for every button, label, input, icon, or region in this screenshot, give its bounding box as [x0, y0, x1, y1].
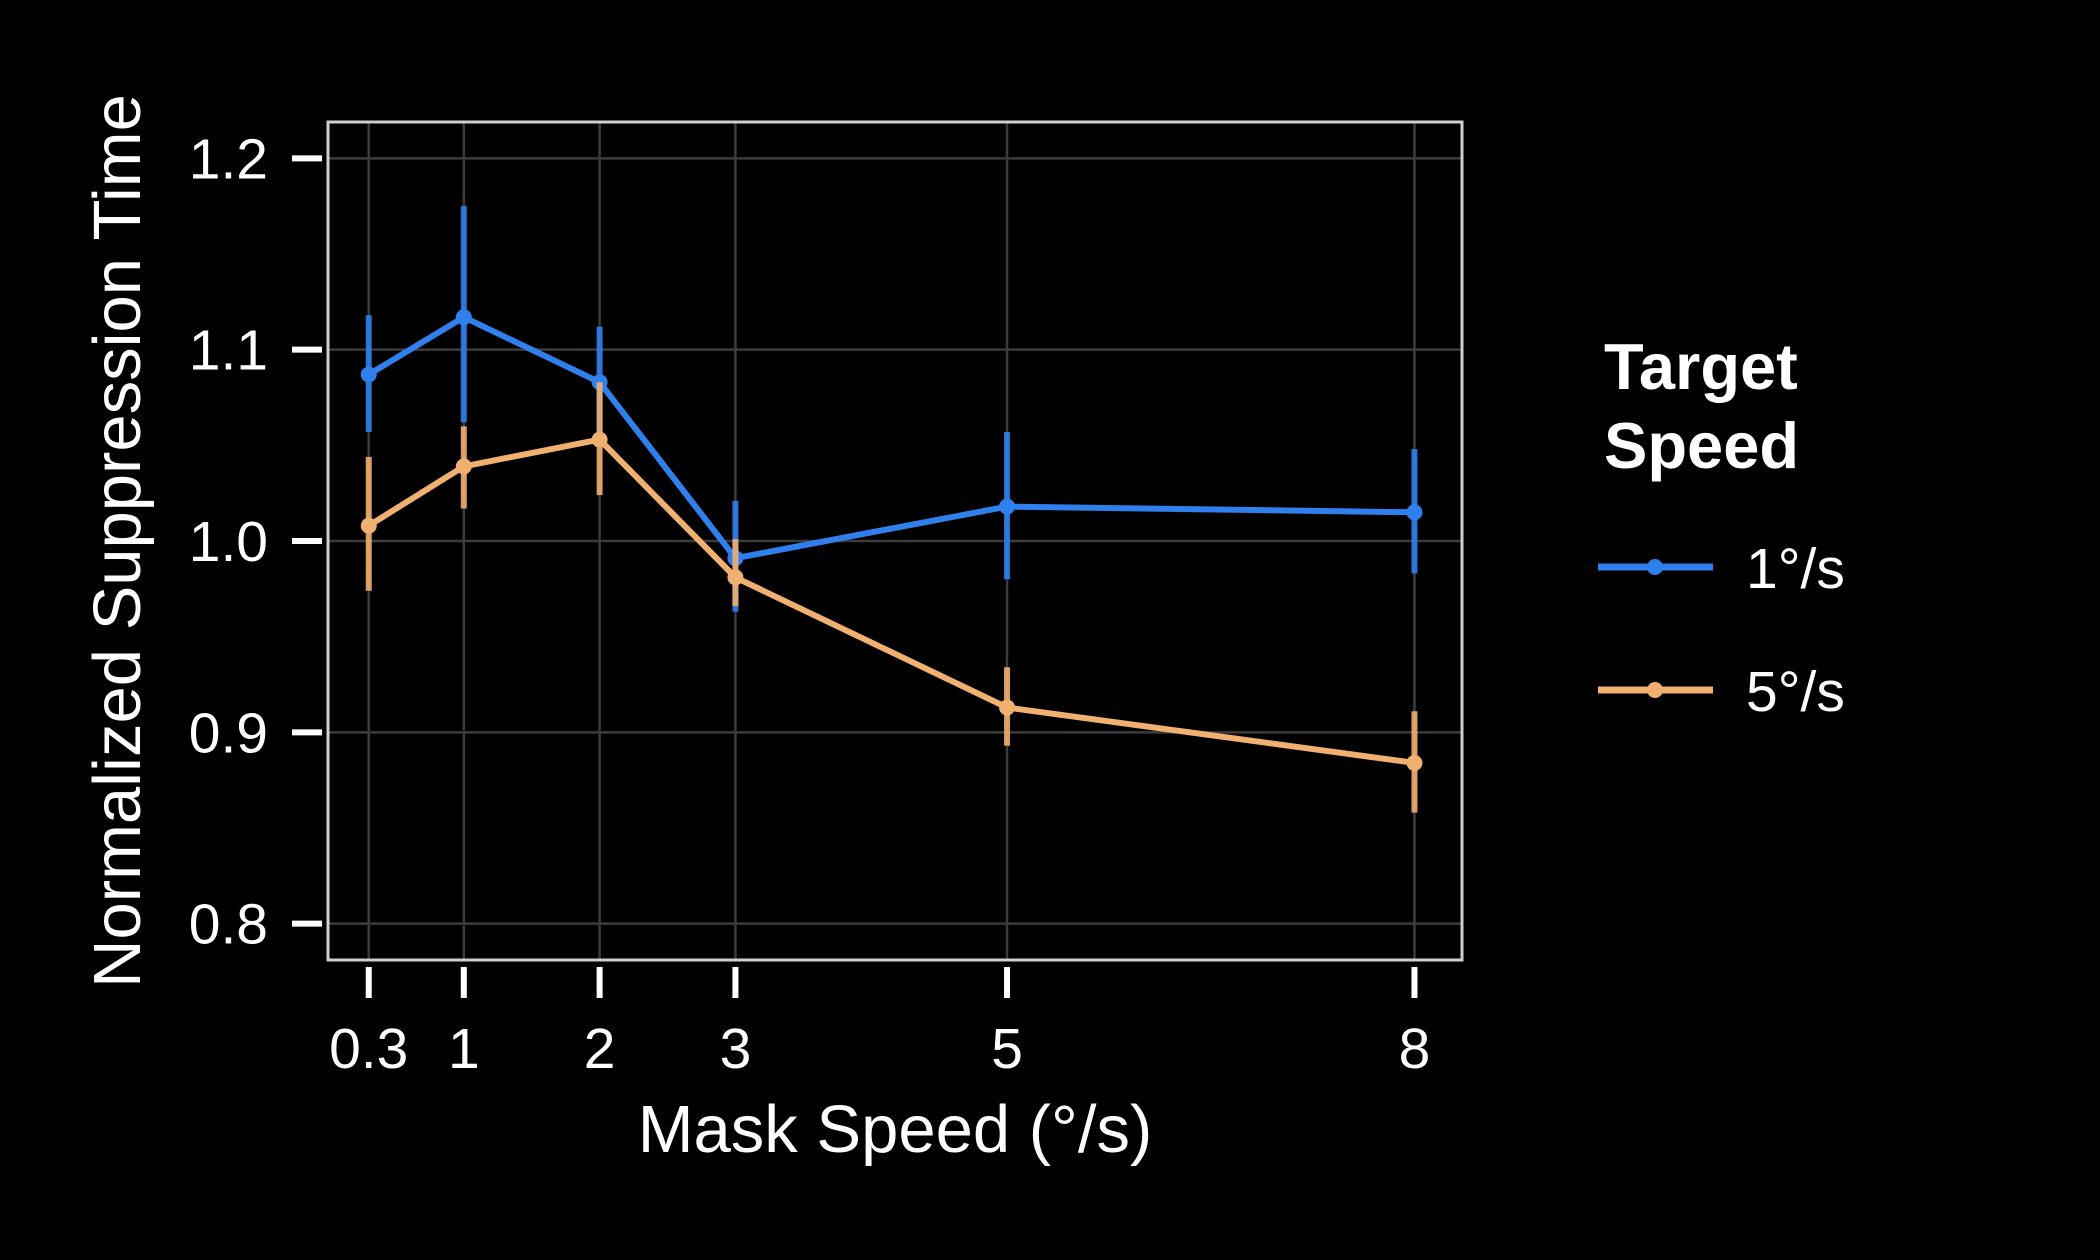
series-layer	[360, 206, 1423, 813]
legend-label: 5°/s	[1746, 660, 1845, 724]
x-tick-label: 3	[720, 1017, 752, 1081]
y-tick-label: 1.0	[189, 510, 268, 574]
data-point	[999, 498, 1016, 515]
series-1	[360, 206, 1423, 612]
data-point	[455, 309, 472, 326]
legend-title-line-2: Speed	[1604, 409, 1799, 482]
data-point	[591, 431, 608, 448]
data-point	[360, 517, 377, 534]
y-axis-title: Normalized Suppression Time	[80, 94, 155, 988]
y-tick-label: 0.8	[189, 893, 268, 957]
legend-item-1: 1°/s	[1598, 537, 1845, 601]
axes-layer: 0.8 0.9 1.0 1.1 1.2 0.3 1 2 3 5 8	[189, 127, 1431, 1081]
series-line	[365, 314, 1418, 562]
x-tick-label: 0.3	[329, 1017, 408, 1081]
x-tick-label: 2	[584, 1017, 616, 1081]
data-point	[727, 569, 744, 586]
legend-title-line-1: Target	[1604, 330, 1798, 403]
legend-swatch-point	[1647, 682, 1663, 698]
data-point	[360, 366, 377, 383]
y-tick-label: 1.2	[189, 127, 268, 191]
series-2	[360, 382, 1423, 813]
y-tick-label: 0.9	[189, 701, 268, 765]
legend: Target Speed 1°/s 5°/s	[1598, 330, 1845, 724]
data-point	[1406, 504, 1423, 521]
x-tick-label: 8	[1399, 1017, 1431, 1081]
x-tick-label: 1	[448, 1017, 480, 1081]
series-line	[365, 436, 1418, 766]
data-point	[455, 458, 472, 475]
x-tick-label: 5	[991, 1017, 1023, 1081]
data-point	[999, 699, 1016, 716]
plot-frame	[326, 120, 1464, 962]
legend-label: 1°/s	[1746, 537, 1845, 601]
grid-lines	[328, 122, 1462, 960]
legend-items: 1°/s 5°/s	[1598, 537, 1845, 724]
x-axis-title: Mask Speed (°/s)	[638, 1092, 1153, 1167]
legend-swatch-point	[1647, 559, 1663, 575]
y-tick-label: 1.1	[189, 319, 268, 383]
legend-item-2: 5°/s	[1598, 660, 1845, 724]
data-point	[1406, 754, 1423, 771]
